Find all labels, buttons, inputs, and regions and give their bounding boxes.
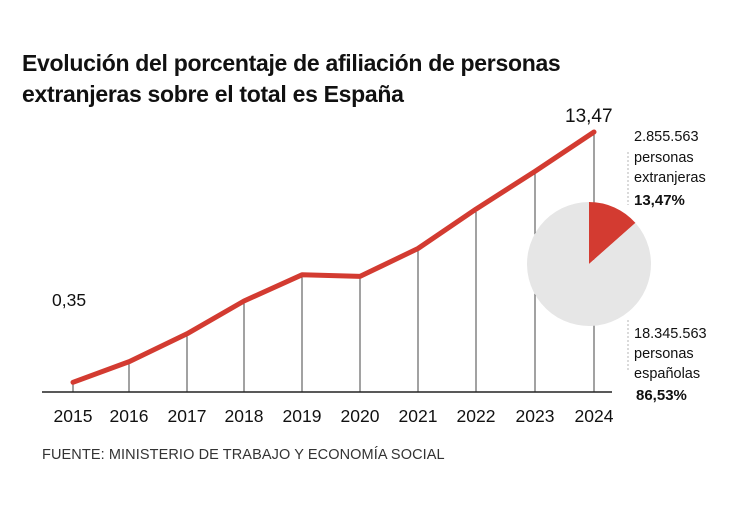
data-point-2016: [127, 359, 131, 364]
series-line: [70, 129, 597, 385]
data-point-2017: [185, 331, 189, 336]
data-point-2021: [416, 246, 420, 251]
value-label-last: 13,47: [565, 106, 613, 127]
pie-label-espanolas-count: 18.345.563: [634, 326, 707, 342]
pie-label-extranjeras-name-1: personas: [634, 150, 694, 166]
x-tick-label-2018: 2018: [225, 406, 264, 426]
data-point-2022: [474, 207, 478, 212]
x-tick-label-2016: 2016: [110, 406, 149, 426]
data-point-2024: [592, 130, 596, 134]
data-point-2019: [300, 272, 304, 277]
pie-label-extranjeras-name-2: extranjeras: [634, 170, 706, 186]
x-tick-label-2022: 2022: [457, 406, 496, 426]
data-point-2018: [242, 299, 246, 304]
pie-label-espanolas-name-2: españolas: [634, 366, 700, 382]
x-tick-labels: 2015 2016 2017 2018 2019 2020 2021 2022 2023 2024: [54, 406, 614, 426]
x-tick-label-2024: 2024: [575, 406, 614, 426]
x-tick-label-2019: 2019: [283, 406, 322, 426]
x-tick-label-2021: 2021: [399, 406, 438, 426]
data-point-2023: [533, 169, 537, 174]
pie-label-espanolas-name-1: personas: [634, 346, 694, 362]
x-tick-label-2020: 2020: [341, 406, 380, 426]
x-tick-label-2015: 2015: [54, 406, 93, 426]
pie-slice-espanolas: [527, 202, 651, 326]
pie-label-espanolas-pct: 86,53%: [636, 387, 687, 404]
pie-chart: [527, 202, 651, 326]
x-tick-label-2023: 2023: [516, 406, 555, 426]
value-label-first: 0,35: [52, 290, 86, 310]
source-note: FUENTE: MINISTERIO DE TRABAJO Y ECONOMÍA…: [42, 447, 445, 463]
data-point-2020: [358, 274, 362, 279]
x-tick-label-2017: 2017: [168, 406, 207, 426]
chart-title: Evolución del porcentaje de afiliación d…: [22, 50, 561, 107]
data-point-2015: [71, 380, 75, 385]
pie-label-extranjeras-count: 2.855.563: [634, 129, 699, 145]
pie-slice-extranjeras: [589, 202, 636, 264]
pie-label-extranjeras-pct: 13,47%: [634, 192, 685, 209]
